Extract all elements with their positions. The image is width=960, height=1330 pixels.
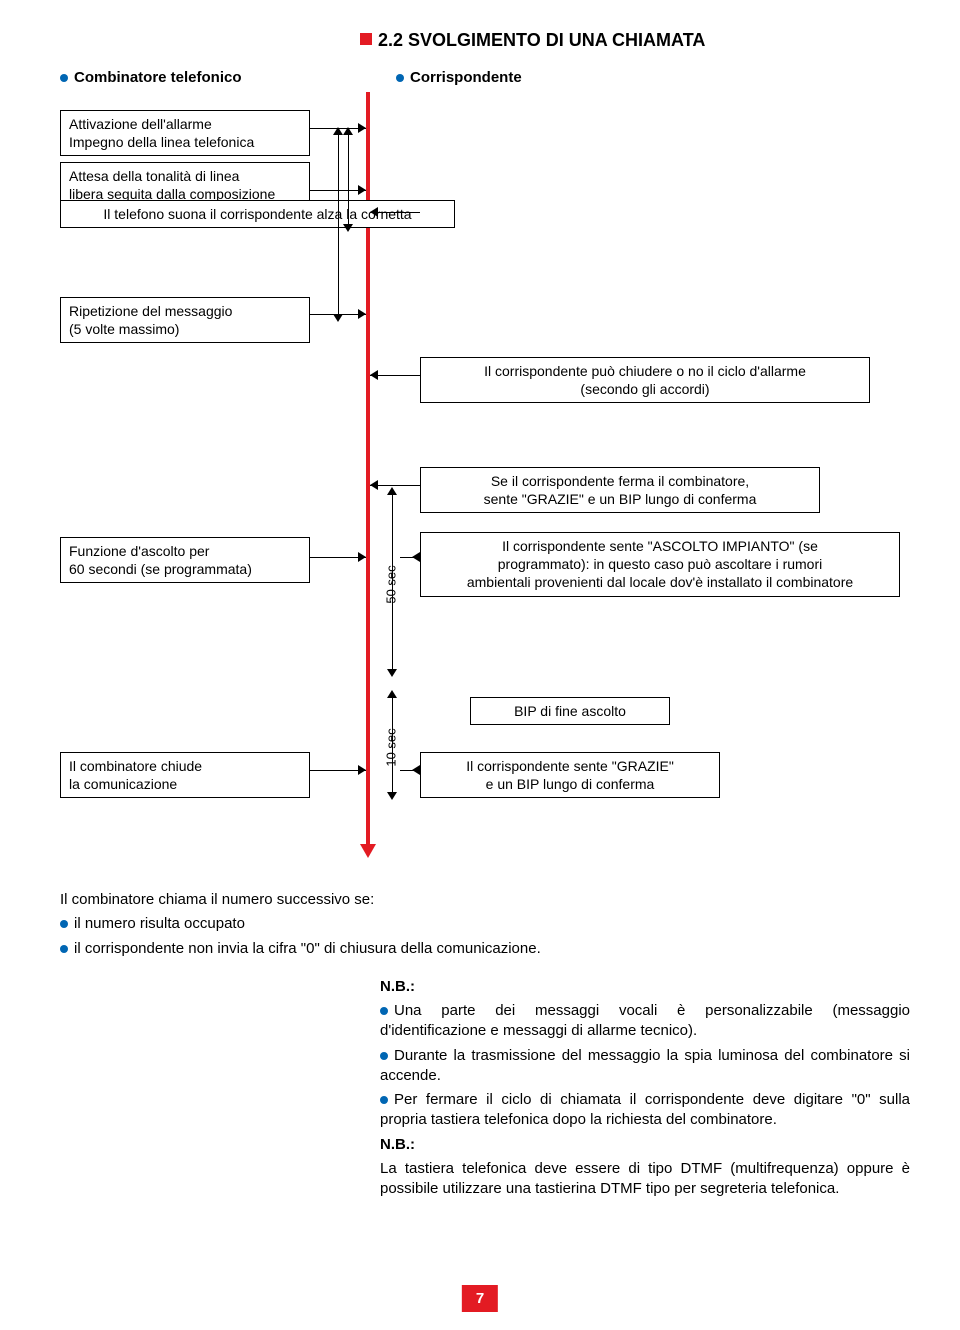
body-bullet2: il corrispondente non invia la cifra "0"… <box>60 939 910 959</box>
box-grazie-final: Il corrispondente sente "GRAZIE"e un BIP… <box>420 752 720 798</box>
nb2-text: La tastiera telefonica deve essere di ti… <box>380 1159 910 1200</box>
arrow-icon <box>358 765 366 775</box>
arrow-icon <box>387 487 397 495</box>
nb2-title: N.B.: <box>380 1135 910 1155</box>
arrow-icon <box>370 207 378 217</box>
arrow-icon <box>370 480 378 490</box>
sec10-label: 10 sec <box>384 728 399 766</box>
box-ascolto: Il corrispondente sente "ASCOLTO IMPIANT… <box>420 532 900 597</box>
sec50-label: 50 sec <box>384 565 399 603</box>
box-activation: Attivazione dell'allarmeImpegno della li… <box>60 110 310 156</box>
header-right: Corrispondente <box>396 69 522 86</box>
arrow-icon <box>370 370 378 380</box>
phase-line-2 <box>348 132 349 227</box>
arrow-icon <box>343 224 353 232</box>
nb1-li2: Durante la trasmissione del messaggio la… <box>380 1046 910 1087</box>
nb-block: N.B.: Una parte dei messaggi vocali è pe… <box>380 977 910 1200</box>
arrow-icon <box>358 123 366 133</box>
title-row: 2.2 SVOLGIMENTO DI UNA CHIAMATA <box>360 30 910 51</box>
header-left: Combinatore telefonico <box>60 69 360 86</box>
bullet-icon <box>60 945 68 953</box>
phase-line-1 <box>338 132 339 317</box>
nb1-li3: Per fermare il ciclo di chiamata il corr… <box>380 1090 910 1131</box>
bullet-icon <box>380 1052 388 1060</box>
arrow-icon <box>412 552 420 562</box>
arrow-icon <box>333 314 343 322</box>
box-close-comm: Il combinatore chiudela comunicazione <box>60 752 310 798</box>
header-left-text: Combinatore telefonico <box>74 69 242 86</box>
timeline-arrow-icon <box>360 844 376 858</box>
arrow-icon <box>343 127 353 135</box>
arrow-icon <box>387 669 397 677</box>
body-text: Il combinatore chiama il numero successi… <box>60 890 910 1199</box>
arrow-icon <box>333 127 343 135</box>
box-confirm-stop: Se il corrispondente ferma il combinator… <box>420 467 820 513</box>
section-title: 2.2 SVOLGIMENTO DI UNA CHIAMATA <box>378 30 705 51</box>
bullet-icon <box>380 1096 388 1104</box>
flow-diagram: Attivazione dell'allarmeImpegno della li… <box>60 92 900 862</box>
box-listen-func: Funzione d'ascolto per60 secondi (se pro… <box>60 537 310 583</box>
box-close-cycle: Il corrispondente può chiudere o no il c… <box>420 357 870 403</box>
arrow-icon <box>412 765 420 775</box>
arrow-icon <box>358 309 366 319</box>
box-repeat-msg: Ripetizione del messaggio(5 volte massim… <box>60 297 310 343</box>
arrow-icon <box>358 185 366 195</box>
body-intro: Il combinatore chiama il numero successi… <box>60 890 910 910</box>
body-bullet1: il numero risulta occupato <box>60 914 910 934</box>
page-number: 7 <box>462 1285 498 1312</box>
header-labels: Combinatore telefonico Corrispondente <box>60 69 910 86</box>
nb1-li1: Una parte dei messaggi vocali è personal… <box>380 1001 910 1042</box>
box-bip-end: BIP di fine ascolto <box>470 697 670 725</box>
bullet-icon <box>380 1007 388 1015</box>
arrow-icon <box>358 552 366 562</box>
title-square-icon <box>360 33 372 45</box>
bullet-icon <box>396 74 404 82</box>
box-phone-rings: Il telefono suona il corrispondente alza… <box>60 200 455 228</box>
page-container: 2.2 SVOLGIMENTO DI UNA CHIAMATA Combinat… <box>0 0 960 1330</box>
arrow-icon <box>387 792 397 800</box>
header-right-text: Corrispondente <box>410 69 522 86</box>
arrow-icon <box>387 690 397 698</box>
bullet-icon <box>60 920 68 928</box>
bullet-icon <box>60 74 68 82</box>
nb1-title: N.B.: <box>380 977 910 997</box>
